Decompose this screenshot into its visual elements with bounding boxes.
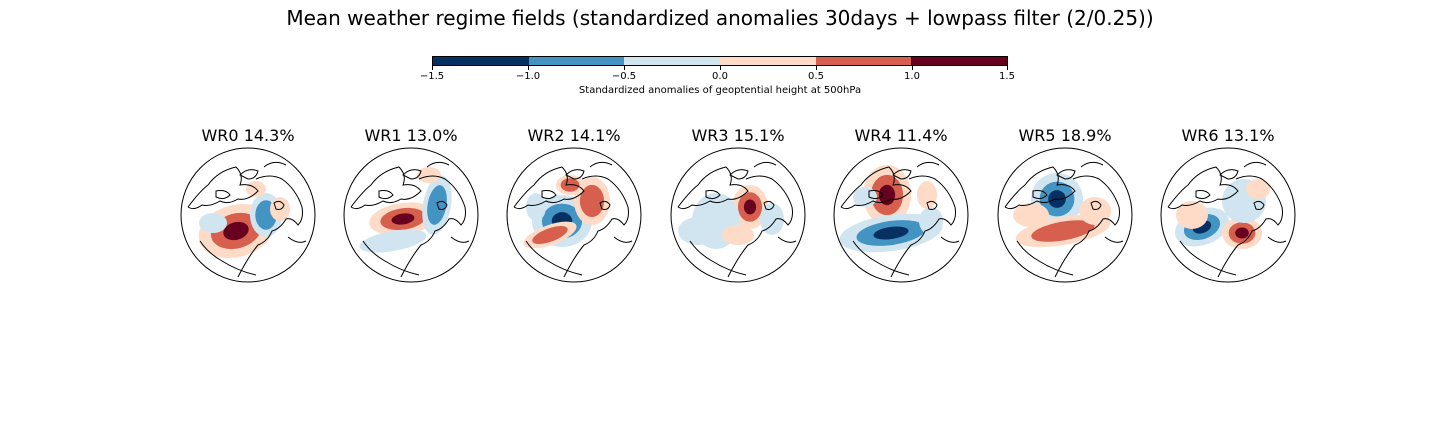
colorbar-tick-mark <box>1007 66 1008 70</box>
colorbar-segment-4 <box>720 57 816 65</box>
colorbar-segment-3 <box>624 57 721 65</box>
colorbar-tick-mark <box>816 66 817 70</box>
panel-title-wr2: WR2 14.1% <box>527 126 621 145</box>
colorbar-tick-mark <box>624 66 625 70</box>
colorbar-tick-mark <box>912 66 913 70</box>
colorbar-tick-label: 0.5 <box>808 71 824 82</box>
colorbar-tick-label: 0.0 <box>712 71 728 82</box>
panel-title-wr4: WR4 11.4% <box>854 126 948 145</box>
colorbar-segment-2 <box>528 57 625 65</box>
colorbar-tick-label: 1.0 <box>904 71 920 82</box>
colorbar-tick-label: −0.5 <box>611 71 637 82</box>
colorbar-segment-6 <box>911 57 1008 65</box>
panel-title-wr6: WR6 13.1% <box>1181 126 1275 145</box>
colorbar-segment-5 <box>815 57 912 65</box>
figure-title: Mean weather regime fields (standardized… <box>286 6 1154 30</box>
panel-title-wr0: WR0 14.3% <box>201 126 295 145</box>
map-wr2 <box>506 147 642 283</box>
colorbar-tick-mark <box>432 66 433 70</box>
colorbar-tick-label: −1.5 <box>419 71 445 82</box>
colorbar-tick-mark <box>720 66 721 70</box>
colorbar-segment-1 <box>433 57 529 65</box>
panel-title-wr1: WR1 13.0% <box>364 126 458 145</box>
map-wr5 <box>997 147 1133 283</box>
colorbar-tick-label: 1.5 <box>999 71 1015 82</box>
map-wr6 <box>1160 147 1296 283</box>
colorbar-tick-mark <box>528 66 529 70</box>
map-wr0 <box>180 147 316 283</box>
panel-title-wr3: WR3 15.1% <box>691 126 785 145</box>
colorbar <box>432 56 1008 66</box>
map-wr1 <box>343 147 479 283</box>
map-wr4 <box>833 147 969 283</box>
panel-title-wr5: WR5 18.9% <box>1018 126 1112 145</box>
map-wr3 <box>670 147 806 283</box>
colorbar-tick-label: −1.0 <box>515 71 541 82</box>
colorbar-label: Standardized anomalies of geoptential he… <box>578 85 862 96</box>
